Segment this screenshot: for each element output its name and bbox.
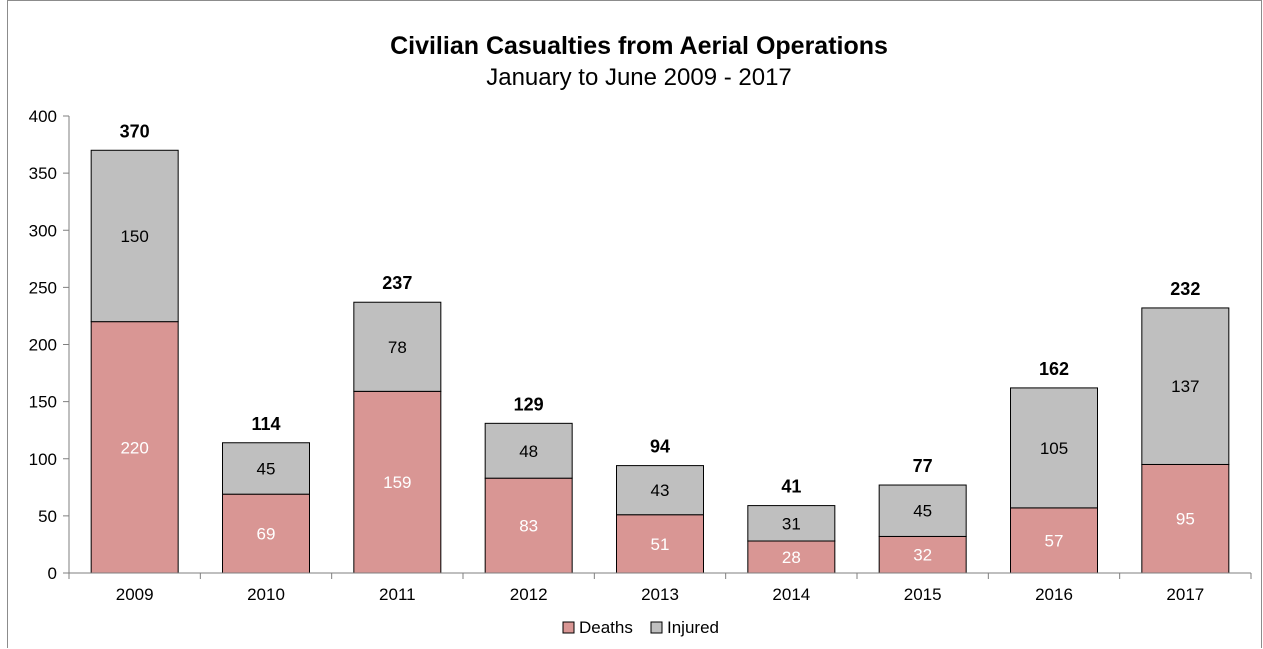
x-tick-label: 2015 xyxy=(904,585,942,604)
total-label: 370 xyxy=(120,121,150,141)
bar-segment-injured xyxy=(878,484,967,537)
data-label-deaths: 69 xyxy=(257,525,276,544)
data-label-injured: 43 xyxy=(651,481,670,500)
x-axis: 2009 2010 2011 2012 2013 2014 2015 2016 2017 xyxy=(68,572,1252,604)
data-label-injured: 137 xyxy=(1171,377,1199,396)
chart-frame: Civilian Casualties from Aerial Operatio… xyxy=(7,0,1262,648)
y-tick-label: 300 xyxy=(29,221,57,240)
data-label-injured: 45 xyxy=(257,459,276,478)
data-label-deaths: 51 xyxy=(651,535,670,554)
y-tick-label: 400 xyxy=(29,107,57,126)
total-label: 162 xyxy=(1039,359,1069,379)
legend-label-deaths: Deaths xyxy=(579,618,633,637)
legend-label-injured: Injured xyxy=(667,618,719,637)
total-label: 94 xyxy=(650,437,670,457)
y-tick-label: 100 xyxy=(29,450,57,469)
total-label: 77 xyxy=(913,456,933,476)
x-tick-label: 2009 xyxy=(116,585,154,604)
total-label: 237 xyxy=(382,273,412,293)
data-label-injured: 150 xyxy=(120,227,148,246)
bar-segment-deaths xyxy=(353,390,442,574)
chart-subtitle: January to June 2009 - 2017 xyxy=(486,64,792,91)
data-label-deaths: 159 xyxy=(383,473,411,492)
data-label-injured: 31 xyxy=(782,514,801,533)
chart-title: Civilian Casualties from Aerial Operatio… xyxy=(390,32,888,60)
bars: 220 150 370 69 45 114 159 78 237 83 48 129 51 43 94 28 3… xyxy=(90,121,1230,574)
x-tick-label: 2016 xyxy=(1035,585,1073,604)
bar-segment-deaths xyxy=(616,514,704,574)
total-label: 129 xyxy=(514,394,544,414)
bar-segment-injured xyxy=(90,149,179,323)
data-label-deaths: 83 xyxy=(519,517,538,536)
legend: Deaths Injured xyxy=(562,618,719,637)
bar-segment-injured xyxy=(222,442,310,495)
bar-segment-injured xyxy=(484,422,573,479)
x-tick-label: 2010 xyxy=(247,585,285,604)
data-label-deaths: 220 xyxy=(120,438,148,457)
bar-segment-injured xyxy=(747,505,836,542)
data-label-injured: 48 xyxy=(519,442,538,461)
x-tick-label: 2014 xyxy=(772,585,810,604)
data-label-injured: 78 xyxy=(388,338,407,357)
data-label-injured: 105 xyxy=(1040,439,1068,458)
bar-segment-deaths xyxy=(484,477,573,574)
y-tick-label: 200 xyxy=(29,336,57,355)
x-tick-label: 2011 xyxy=(379,585,416,604)
x-tick-label: 2013 xyxy=(641,585,679,604)
y-tick-label: 250 xyxy=(29,278,57,297)
x-tick-label: 2017 xyxy=(1166,585,1204,604)
y-tick-label: 350 xyxy=(29,164,57,183)
bar-segment-deaths xyxy=(878,535,967,574)
data-label-deaths: 32 xyxy=(913,546,932,565)
total-label: 41 xyxy=(781,477,801,497)
data-label-deaths: 57 xyxy=(1045,531,1064,550)
data-label-deaths: 28 xyxy=(782,548,801,567)
bar-segment-injured xyxy=(1010,387,1098,509)
total-label: 232 xyxy=(1170,279,1200,299)
data-label-deaths: 95 xyxy=(1176,510,1195,529)
chart: Civilian Casualties from Aerial Operatio… xyxy=(29,32,1252,637)
legend-swatch-injured xyxy=(650,621,663,634)
total-label: 114 xyxy=(251,414,280,434)
y-tick-label: 150 xyxy=(29,393,57,412)
bar-segment-injured xyxy=(353,301,442,392)
y-tick-label: 50 xyxy=(38,507,57,526)
x-tick-label: 2012 xyxy=(510,585,548,604)
bar-segment-injured xyxy=(1141,307,1230,465)
legend-swatch-deaths xyxy=(562,621,575,634)
data-label-injured: 45 xyxy=(913,502,932,521)
bar-segment-injured xyxy=(616,465,704,516)
y-axis: 0 50 100 150 200 250 300 350 400 xyxy=(29,107,70,583)
y-tick-label: 0 xyxy=(48,564,57,583)
